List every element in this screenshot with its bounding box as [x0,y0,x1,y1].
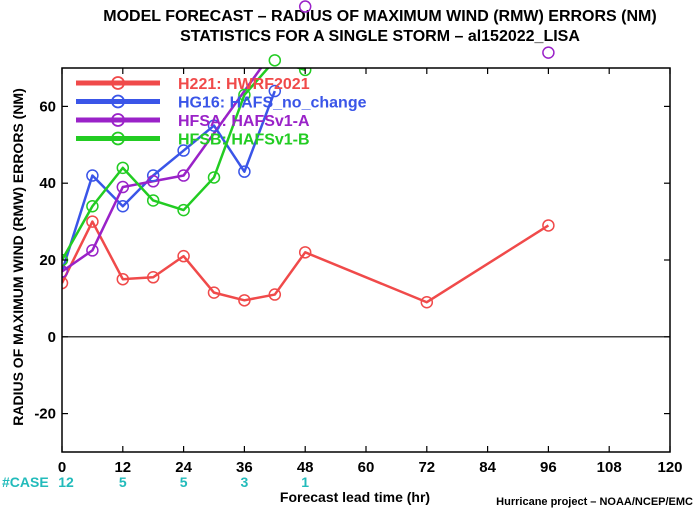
x-tick-label: 84 [479,459,496,476]
y-tick-label: -20 [34,406,56,423]
x-tick-label: 48 [297,459,314,476]
data-point [238,294,251,307]
case-label: #CASE [2,474,49,490]
x-tick-label: 120 [657,459,682,476]
data-point [238,88,251,102]
data-point [86,169,99,182]
credit-text: Hurricane project – NOAA/NCEP/EMC [496,496,693,508]
data-point [238,165,251,178]
case-count: 5 [119,474,127,490]
data-point [268,84,282,98]
y-tick-label: 40 [39,175,56,192]
y-tick-label: 0 [48,329,56,346]
data-point [116,272,130,286]
data-point [146,271,160,284]
data-point [146,194,160,207]
x-axis-ticks: 0 12 24 36 48 60 72 84 96 108 120 [58,68,683,476]
legend: H221: HWRF2021 HG16: HAFS_no_changeHFSA: … [76,76,367,149]
data-point [268,288,282,301]
legend-label: HFSB: HAFSv1-B [178,132,310,149]
data-point [86,244,99,257]
offscale-markers [268,0,555,67]
data-point [86,215,99,228]
data-point [86,199,99,213]
data-point [146,169,160,182]
legend-label: HG16: HAFS_no_change [178,95,367,112]
data-point [420,295,434,309]
series-line [62,90,276,272]
y-axis-label: RADIUS OF MAXIMUM WIND (RMW) ERRORS (NM) [10,88,26,426]
data-point [116,161,130,175]
case-count: 5 [180,474,188,490]
x-tick-label: 24 [175,459,192,476]
data-point [207,119,221,132]
case-count: 12 [58,474,74,490]
x-tick-label: 12 [114,459,131,476]
chart-title: MODEL FORECAST – RADIUS OF MAXIMUM WIND … [103,8,656,25]
offscale-point [268,54,282,67]
y-tick-label: 20 [39,252,56,269]
data-point [62,276,69,290]
y-axis-ticks: -20 0 20 40 60 [34,98,670,423]
legend-marker [111,113,125,127]
legend-label: H221: HWRF2021 [178,76,310,93]
data-point [116,199,130,213]
x-axis-label: Forecast lead time (hr) [280,489,430,505]
y-tick-label: 60 [39,98,56,115]
data-point [207,171,221,184]
data-point [177,144,190,157]
x-tick-label: 0 [58,459,66,476]
data-point [298,246,312,259]
series-markers [62,68,555,309]
series-line [62,68,306,261]
data-point [146,175,160,188]
chart-subtitle: STATISTICS FOR A SINGLE STORM – al152022… [180,28,580,45]
data-point [116,180,130,194]
data-point [177,249,190,263]
data-point [177,203,190,217]
x-tick-label: 108 [597,459,622,476]
case-count: 1 [301,474,309,490]
case-count-row: #CASE 12 5 5 3 1 [2,474,309,490]
offscale-point [542,46,555,59]
data-point [542,219,555,232]
series-line [62,220,550,304]
plot-frame [61,67,671,453]
legend-label: HFSA: HAFSv1-A [178,113,310,130]
x-tick-label: 96 [540,459,557,476]
legend-marker [111,131,125,146]
x-tick-label: 60 [358,459,375,476]
x-tick-label: 72 [418,459,435,476]
case-count: 3 [241,474,249,490]
data-point [177,169,190,182]
legend-marker [111,94,125,109]
data-point [207,286,221,299]
offscale-point [298,0,312,13]
x-tick-label: 36 [236,459,253,476]
data-point [298,68,312,77]
data-point [62,265,69,278]
legend-marker [111,76,125,90]
